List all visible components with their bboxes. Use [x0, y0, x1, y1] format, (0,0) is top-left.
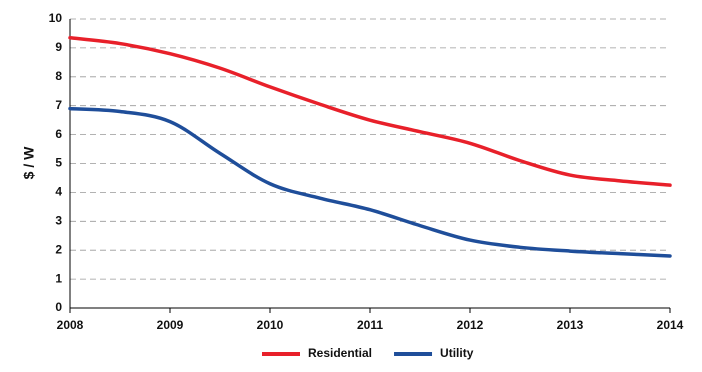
- y-tick-label: 9: [55, 40, 62, 54]
- y-axis-label: $ / W: [21, 146, 37, 179]
- y-tick-label: 0: [55, 300, 62, 314]
- legend-label: Utility: [440, 346, 474, 360]
- y-tick-label: 7: [55, 98, 62, 112]
- x-tick-label: 2014: [657, 318, 684, 332]
- x-tick-label: 2013: [557, 318, 584, 332]
- y-tick-label: 1: [55, 271, 62, 285]
- y-tick-label: 10: [49, 11, 63, 25]
- y-tick-label: 3: [55, 213, 62, 227]
- y-tick-label: 2: [55, 242, 62, 256]
- y-tick-label: 6: [55, 127, 62, 141]
- y-tick-label: 5: [55, 156, 62, 170]
- x-tick-label: 2009: [157, 318, 184, 332]
- x-tick-label: 2008: [57, 318, 84, 332]
- series-line: [68, 36, 672, 187]
- legend-label: Residential: [308, 346, 372, 360]
- x-tick-label: 2011: [357, 318, 383, 332]
- y-tick-label: 8: [55, 69, 62, 83]
- x-tick-label: 2010: [257, 318, 284, 332]
- x-tick-label: 2012: [457, 318, 484, 332]
- y-tick-label: 4: [55, 185, 62, 199]
- series-line: [68, 106, 672, 258]
